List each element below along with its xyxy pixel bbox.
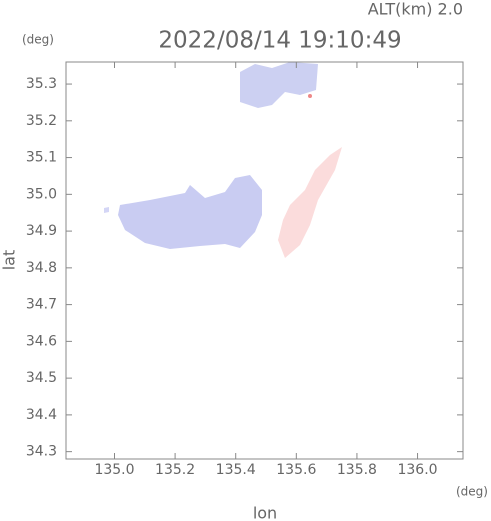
x-unit: (deg): [456, 485, 488, 499]
y-tick-label: 34.9: [26, 223, 57, 239]
y-unit: (deg): [22, 33, 54, 47]
x-tick-label: 135.2: [155, 462, 195, 478]
y-tick-label: 35.3: [26, 76, 57, 92]
chart-subtitle: 2022/08/14 19:10:49: [158, 28, 401, 54]
chart-title: ALT(km) 2.0: [368, 0, 463, 19]
y-tick-label: 35.0: [26, 186, 57, 202]
x-tick-label: 135.4: [216, 462, 256, 478]
x-tick-label: 135.6: [276, 462, 316, 478]
y-axis-label: lat: [0, 250, 19, 271]
y-tick-label: 34.4: [26, 407, 57, 423]
plot-frame: [65, 61, 464, 460]
y-tick-label: 34.5: [26, 370, 57, 386]
y-tick-label: 34.7: [26, 297, 57, 313]
y-tick-label: 35.1: [26, 150, 57, 166]
y-tick-label: 34.8: [26, 260, 57, 276]
x-tick-label: 136.0: [397, 462, 437, 478]
y-tick-label: 34.3: [26, 444, 57, 460]
y-tick-label: 34.6: [26, 333, 57, 349]
x-tick-label: 135.0: [94, 462, 134, 478]
y-tick-label: 35.2: [26, 113, 57, 129]
radar-echo: [104, 62, 342, 258]
x-axis-label: lon: [253, 504, 277, 521]
x-tick-label: 135.8: [337, 462, 377, 478]
